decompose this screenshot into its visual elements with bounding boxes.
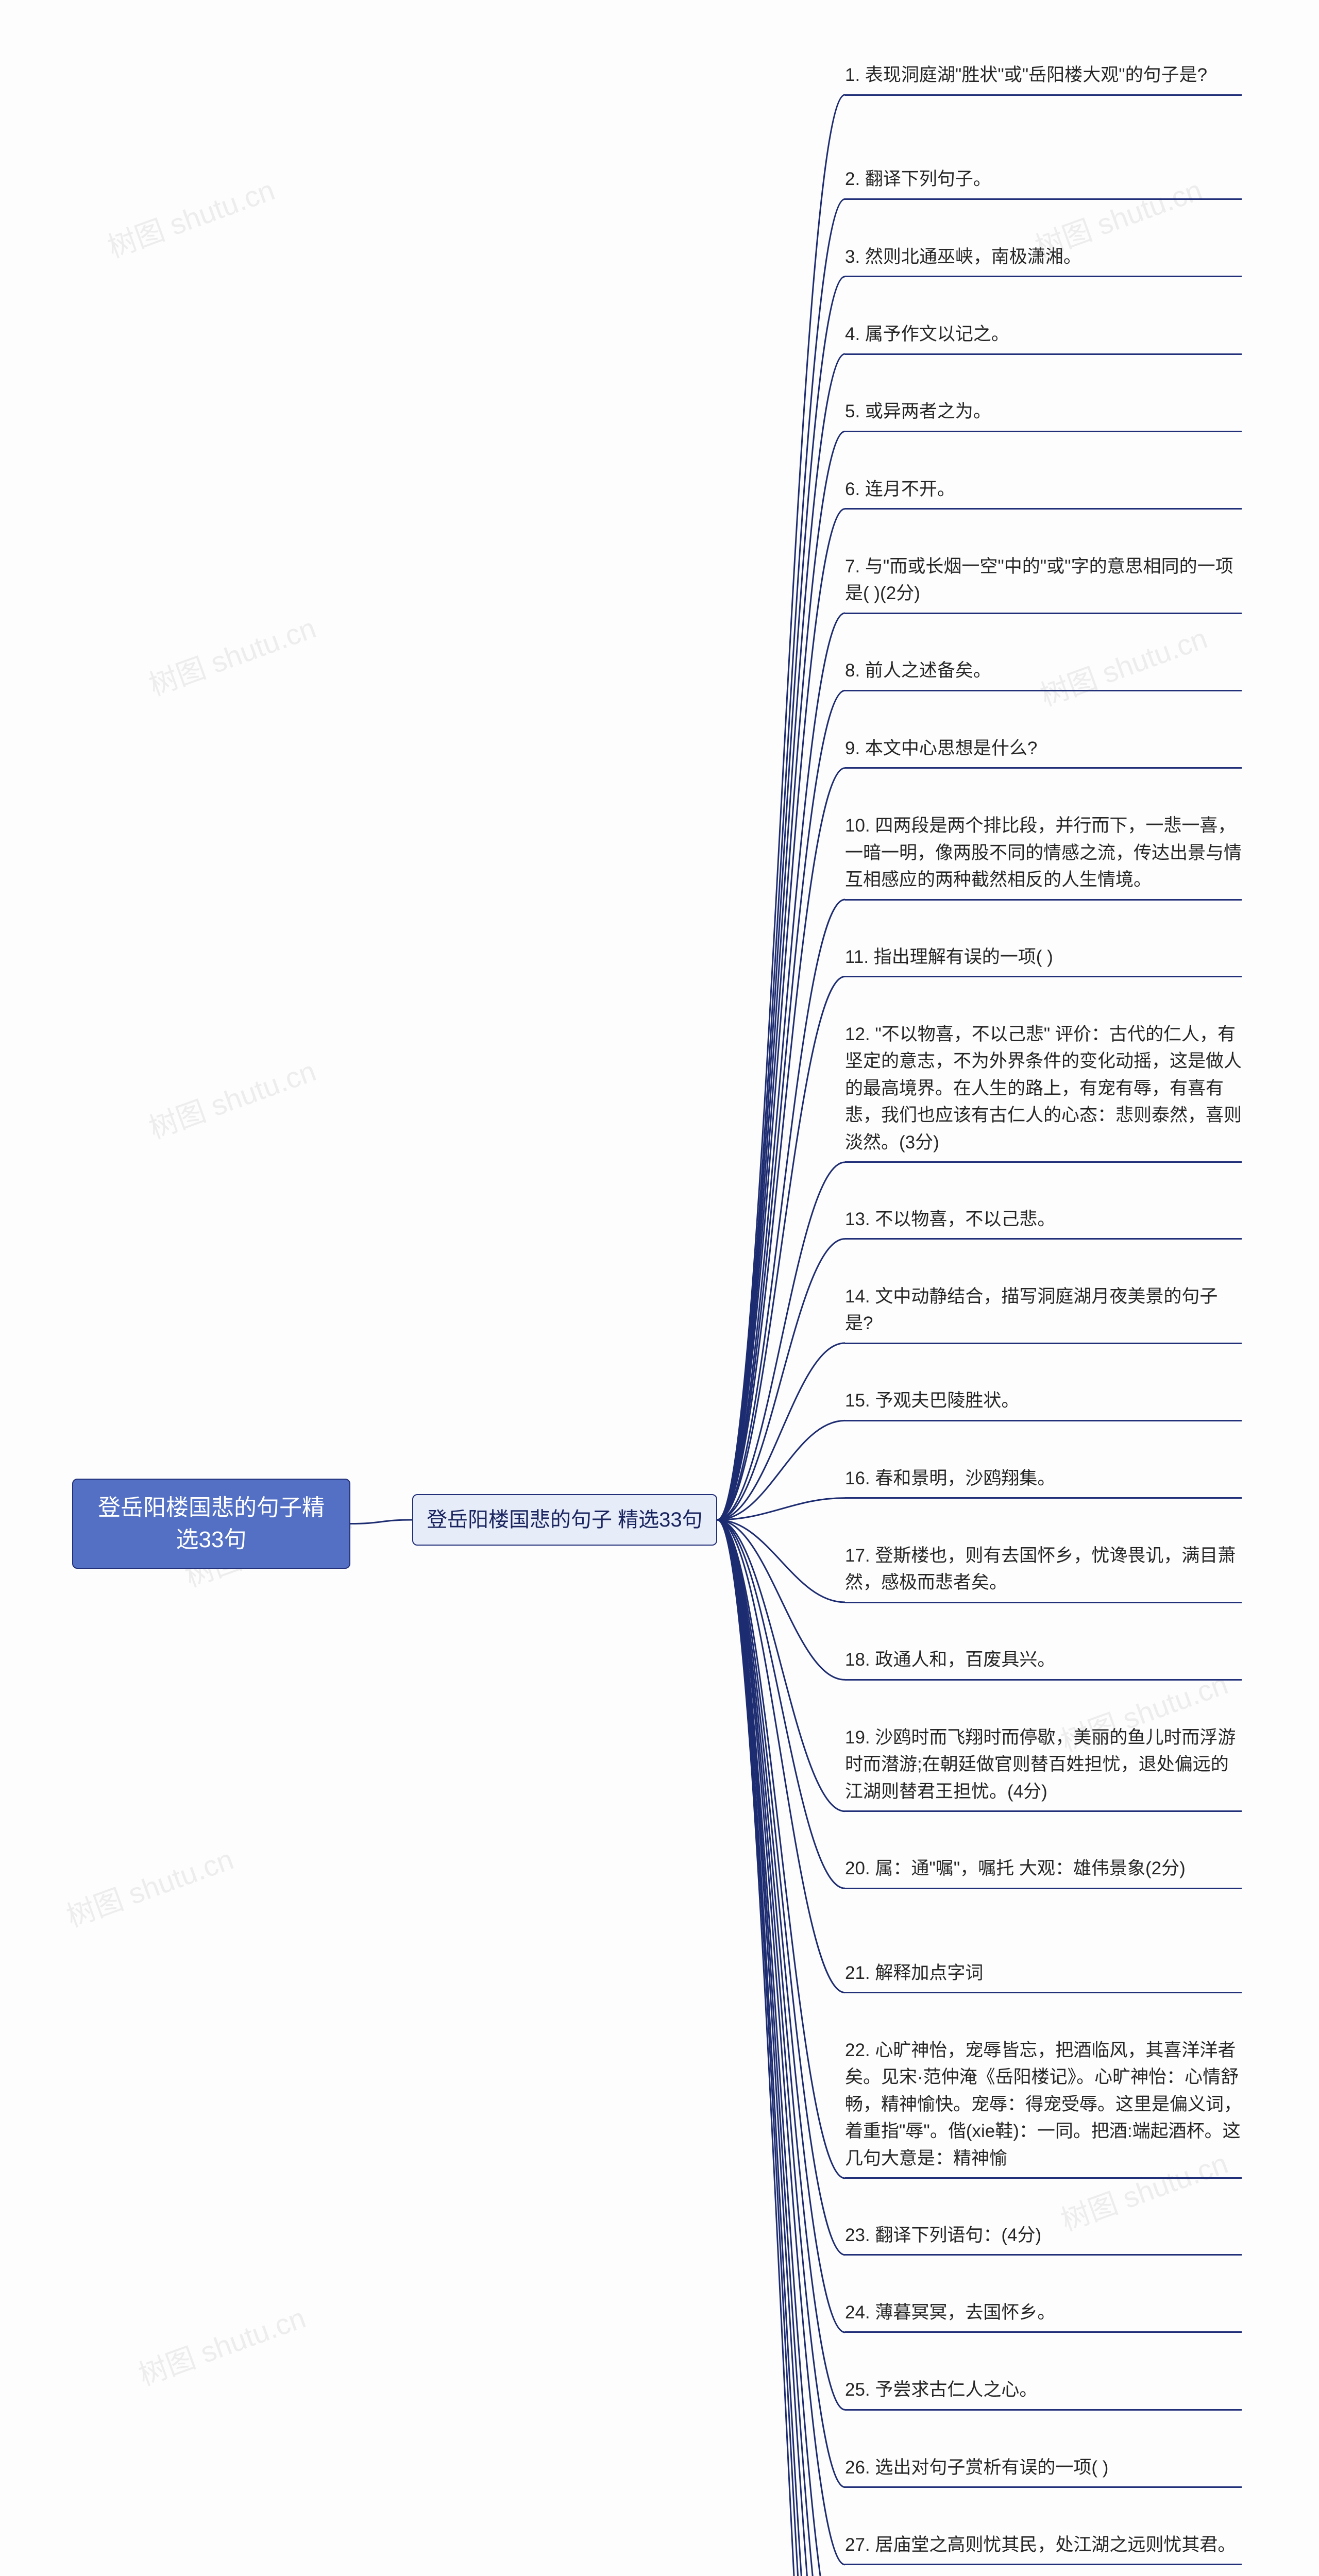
leaf-node[interactable]: 6. 连月不开。 (845, 476, 1242, 510)
leaf-label: 14. 文中动静结合，描写洞庭湖月夜美景的句子是? (845, 1286, 1217, 1334)
branch-node[interactable]: 登岳阳楼国悲的句子 精选33句 (412, 1494, 717, 1546)
leaf-node[interactable]: 10. 四两段是两个排比段，并行而下，一悲一喜，一暗一明，像两股不同的情感之流，… (845, 812, 1242, 901)
leaf-node[interactable]: 9. 本文中心思想是什么? (845, 735, 1242, 769)
leaf-label: 22. 心旷神怡，宠辱皆忘，把酒临风，其喜洋洋者矣。见宋·范仲淹《岳阳楼记》。心… (845, 2040, 1242, 2168)
leaf-node[interactable]: 23. 翻译下列语句：(4分) (845, 2222, 1242, 2256)
leaf-label: 6. 连月不开。 (845, 479, 955, 499)
leaf-node[interactable]: 15. 予观夫巴陵胜状。 (845, 1387, 1242, 1421)
leaf-node[interactable]: 16. 春和景明，沙鸥翔集。 (845, 1465, 1242, 1499)
leaf-label: 15. 予观夫巴陵胜状。 (845, 1391, 1019, 1411)
leaf-node[interactable]: 2. 翻译下列句子。 (845, 166, 1242, 200)
leaf-node[interactable]: 19. 沙鸥时而飞翔时而停歇，美丽的鱼儿时而浮游时而潜游;在朝廷做官则替百姓担忧… (845, 1724, 1242, 1812)
leaf-node[interactable]: 22. 心旷神怡，宠辱皆忘，把酒临风，其喜洋洋者矣。见宋·范仲淹《岳阳楼记》。心… (845, 2037, 1242, 2179)
leaf-label: 18. 政通人和，百废具兴。 (845, 1650, 1055, 1670)
leaf-label: 9. 本文中心思想是什么? (845, 738, 1037, 758)
leaf-label: 19. 沙鸥时而飞翔时而停歇，美丽的鱼儿时而浮游时而潜游;在朝廷做官则替百姓担忧… (845, 1727, 1236, 1802)
leaf-node[interactable]: 20. 属：通"嘱"，嘱托 大观：雄伟景象(2分) (845, 1855, 1242, 1889)
leaf-node[interactable]: 11. 指出理解有误的一项( ) (845, 944, 1242, 978)
leaf-label: 11. 指出理解有误的一项( ) (845, 947, 1053, 967)
leaf-node[interactable]: 1. 表现洞庭湖"胜状"或"岳阳楼大观"的句子是? (845, 62, 1242, 96)
leaf-label: 20. 属：通"嘱"，嘱托 大观：雄伟景象(2分) (845, 1858, 1186, 1878)
leaf-node[interactable]: 5. 或异两者之为。 (845, 398, 1242, 432)
branch-label: 登岳阳楼国悲的句子 精选33句 (427, 1509, 703, 1531)
leaf-node[interactable]: 18. 政通人和，百废具兴。 (845, 1647, 1242, 1681)
leaf-node[interactable]: 14. 文中动静结合，描写洞庭湖月夜美景的句子是? (845, 1283, 1242, 1344)
leaf-label: 5. 或异两者之为。 (845, 401, 991, 421)
leaf-node[interactable]: 12. "不以物喜，不以己悲" 评价：古代的仁人，有坚定的意志，不为外界条件的变… (845, 1021, 1242, 1163)
leaf-label: 4. 属予作文以记之。 (845, 324, 1009, 344)
leaf-node[interactable]: 4. 属予作文以记之。 (845, 321, 1242, 355)
leaf-label: 10. 四两段是两个排比段，并行而下，一悲一喜，一暗一明，像两股不同的情感之流，… (845, 816, 1242, 890)
leaf-label: 2. 翻译下列句子。 (845, 169, 991, 189)
root-node[interactable]: 登岳阳楼国悲的句子精选33句 (72, 1479, 350, 1569)
leaf-label: 21. 解释加点字词 (845, 1963, 983, 1983)
leaf-node[interactable]: 26. 选出对句子赏析有误的一项( ) (845, 2454, 1242, 2488)
leaf-node[interactable]: 27. 居庙堂之高则忧其民，处江湖之远则忧其君。 (845, 2532, 1242, 2566)
leaf-label: 12. "不以物喜，不以己悲" 评价：古代的仁人，有坚定的意志，不为外界条件的变… (845, 1024, 1242, 1153)
leaf-label: 17. 登斯楼也，则有去国怀乡，忧谗畏讥，满目萧然，感极而悲者矣。 (845, 1546, 1236, 1593)
leaf-label: 24. 薄暮冥冥，去国怀乡。 (845, 2302, 1055, 2323)
leaf-node[interactable]: 8. 前人之述备矣。 (845, 657, 1242, 691)
leaf-node[interactable]: 17. 登斯楼也，则有去国怀乡，忧谗畏讥，满目萧然，感极而悲者矣。 (845, 1543, 1242, 1603)
leaf-label: 25. 予尝求古仁人之心。 (845, 2380, 1037, 2400)
leaf-label: 27. 居庙堂之高则忧其民，处江湖之远则忧其君。 (845, 2535, 1236, 2555)
leaf-node[interactable]: 21. 解释加点字词 (845, 1960, 1242, 1994)
leaf-label: 1. 表现洞庭湖"胜状"或"岳阳楼大观"的句子是? (845, 65, 1207, 85)
leaf-label: 16. 春和景明，沙鸥翔集。 (845, 1468, 1055, 1488)
leaf-label: 23. 翻译下列语句：(4分) (845, 2225, 1041, 2245)
leaf-label: 3. 然则北通巫峡，南极潇湘。 (845, 247, 1081, 267)
leaf-label: 8. 前人之述备矣。 (845, 660, 991, 681)
leaf-node[interactable]: 24. 薄暮冥冥，去国怀乡。 (845, 2299, 1242, 2333)
mindmap-container: 树图 shutu.cn树图 shutu.cn树图 shutu.cn树图 shut… (0, 0, 1319, 2576)
leaf-node[interactable]: 7. 与"而或长烟一空"中的"或"字的意思相同的一项是( )(2分) (845, 553, 1242, 614)
leaf-node[interactable]: 13. 不以物喜，不以己悲。 (845, 1206, 1242, 1240)
root-label: 登岳阳楼国悲的句子精选33句 (98, 1495, 325, 1552)
leaf-node[interactable]: 3. 然则北通巫峡，南极潇湘。 (845, 244, 1242, 278)
leaf-label: 13. 不以物喜，不以己悲。 (845, 1209, 1055, 1229)
leaf-label: 26. 选出对句子赏析有误的一项( ) (845, 2458, 1108, 2478)
leaf-node[interactable]: 25. 予尝求古仁人之心。 (845, 2377, 1242, 2411)
leaf-label: 7. 与"而或长烟一空"中的"或"字的意思相同的一项是( )(2分) (845, 556, 1233, 604)
